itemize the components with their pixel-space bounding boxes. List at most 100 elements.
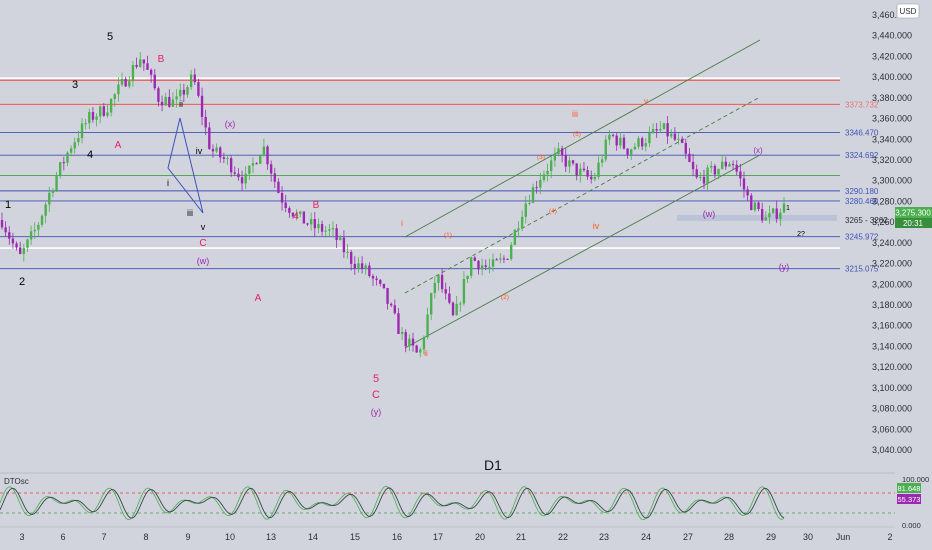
- candle-body: [168, 96, 171, 107]
- support-zone: [677, 214, 837, 221]
- wave-label: ii: [179, 99, 183, 109]
- candle-body: [357, 263, 360, 269]
- date-tick-label: 14: [308, 532, 318, 542]
- candle-body: [313, 219, 316, 229]
- candle-body: [73, 142, 76, 149]
- price-tick-label: 3,420.000: [872, 51, 912, 61]
- wave-label: (x): [225, 119, 236, 129]
- date-tick-label: 13: [266, 532, 276, 542]
- wave-label: (3): [537, 154, 545, 161]
- wave-label: 2?: [797, 231, 805, 238]
- candle-body: [37, 224, 40, 230]
- candle-body: [62, 162, 66, 164]
- price-tick-label: 3,440.000: [872, 31, 912, 41]
- candle-body: [564, 155, 567, 167]
- candle-body: [164, 96, 167, 106]
- wave-label: 5: [107, 31, 113, 43]
- candle-body: [219, 147, 222, 158]
- candle-body: [84, 123, 87, 125]
- price-tick-label: 3,280.000: [872, 196, 912, 206]
- channel-line: [404, 154, 761, 349]
- oscillator-pane: [0, 485, 895, 521]
- candle-body: [91, 111, 95, 120]
- candle-body: [197, 82, 200, 96]
- candle-body: [4, 227, 7, 233]
- price-axis[interactable]: 3,460.000 3,440.000 3,420.000 3,400.000 3,38…: [872, 10, 912, 455]
- candle-body: [273, 173, 276, 182]
- candle-body: [51, 190, 55, 193]
- candle-body: [619, 137, 622, 146]
- wave-label: iii: [187, 208, 193, 218]
- wave-label: B: [313, 200, 320, 211]
- time-axis[interactable]: 3 6 7 8 9 10 13 14 15 16 17 20 21 22 23 24 27 28 29 30 Jun 2: [19, 532, 892, 542]
- candle-body: [470, 257, 473, 276]
- candle-body: [411, 338, 415, 346]
- price-tick-label: 3,060.000: [872, 424, 912, 434]
- candle-body: [400, 332, 404, 334]
- candle-body: [386, 288, 389, 304]
- candle-body: [742, 178, 746, 190]
- candle-body: [582, 168, 586, 171]
- candle-body: [680, 138, 684, 143]
- date-tick-label: 10: [225, 532, 235, 542]
- date-tick-label: 27: [683, 532, 693, 542]
- candle-body: [299, 211, 302, 214]
- wave-label: (2): [501, 294, 509, 301]
- candle-body: [277, 181, 280, 193]
- osc-value-1: 81.648: [898, 484, 921, 493]
- candle-body: [542, 174, 546, 180]
- candle-body: [550, 160, 553, 171]
- candle-body: [586, 170, 589, 177]
- candle-body: [600, 159, 604, 163]
- candle-body: [295, 213, 298, 217]
- osc-value-2-badge: [897, 494, 921, 504]
- candle-body: [102, 106, 106, 116]
- candle-body: [29, 231, 33, 240]
- candle-body: [662, 123, 666, 129]
- candle-body: [106, 112, 109, 116]
- price-tick-label: 3,120.000: [872, 362, 912, 372]
- wave-label: (w): [197, 256, 210, 266]
- price-tick-label: 3,320.000: [872, 155, 912, 165]
- wave-label: C: [372, 389, 380, 401]
- wave-label: (1): [444, 232, 452, 239]
- price-tick-label: 3,300.000: [872, 176, 912, 186]
- candle-body: [437, 274, 440, 283]
- candle-body: [233, 172, 236, 174]
- candle-body: [124, 78, 127, 87]
- candle-body: [113, 94, 116, 100]
- candle-body: [240, 177, 244, 184]
- candle-body: [339, 237, 342, 241]
- candle-body: [95, 116, 98, 120]
- candle-body: [11, 238, 15, 244]
- candle-body: [215, 147, 218, 152]
- wave-label: 1: [786, 205, 790, 212]
- candle-body: [99, 106, 102, 117]
- date-tick-label: 2: [887, 532, 892, 542]
- candle-body: [379, 279, 382, 284]
- price-tick-label: 3,380.000: [872, 93, 912, 103]
- candle-body: [706, 167, 709, 184]
- channel-line: [404, 39, 761, 238]
- candle-body: [640, 138, 644, 147]
- candle-body: [622, 137, 626, 149]
- candle-body: [364, 265, 367, 269]
- candle-body: [484, 265, 487, 267]
- candle-body: [353, 263, 356, 269]
- candle-body: [724, 161, 727, 167]
- candle-body: [630, 149, 633, 155]
- date-tick-label: 17: [433, 532, 443, 542]
- candle-body: [128, 81, 131, 87]
- candle-body: [15, 243, 18, 248]
- price-tick-label: 3,460.000: [872, 10, 912, 20]
- level-label: 3290.180: [845, 187, 879, 196]
- price-tick-label: 3,220.000: [872, 259, 912, 269]
- date-tick-label: 21: [516, 532, 526, 542]
- candle-body: [419, 349, 422, 353]
- date-tick-label: 20: [475, 532, 485, 542]
- candle-body: [659, 128, 662, 131]
- currency-badge[interactable]: [896, 3, 920, 19]
- candle-body: [189, 74, 193, 88]
